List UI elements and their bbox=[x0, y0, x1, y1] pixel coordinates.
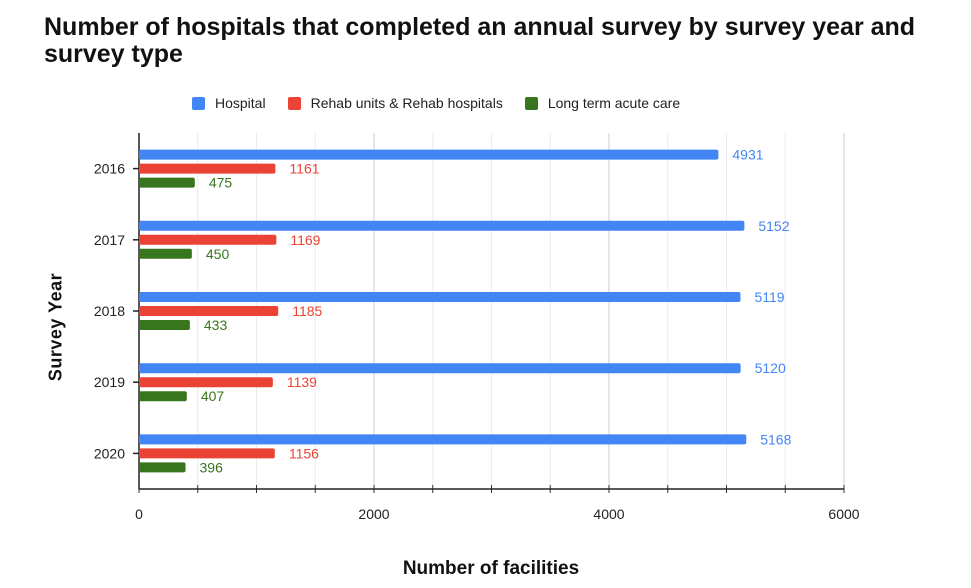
bar-long-term-acute-care bbox=[139, 320, 190, 330]
legend-label-hospital: Hospital bbox=[215, 95, 266, 111]
legend: Hospital Rehab units & Rehab hospitals L… bbox=[192, 93, 702, 113]
data-label: 5152 bbox=[758, 218, 789, 234]
data-label: 1169 bbox=[290, 232, 320, 248]
data-label: 4931 bbox=[732, 147, 763, 163]
legend-label-rehab: Rehab units & Rehab hospitals bbox=[310, 95, 503, 111]
legend-swatch-ltac bbox=[524, 96, 538, 110]
bar-hospital bbox=[139, 292, 741, 302]
bar-hospital bbox=[139, 434, 747, 445]
y-tick-label: 2016 bbox=[94, 161, 125, 177]
legend-item-hospital: Hospital bbox=[192, 95, 266, 111]
y-tick-label: 2018 bbox=[94, 303, 125, 319]
y-tick-label: 2017 bbox=[94, 232, 125, 248]
bar-rehab-units-rehab-hospitals bbox=[139, 306, 279, 316]
bar-long-term-acute-care bbox=[139, 248, 192, 259]
bar-long-term-acute-care bbox=[139, 177, 195, 188]
legend-swatch-rehab bbox=[287, 96, 301, 110]
bar-hospital bbox=[139, 220, 745, 231]
data-label: 5168 bbox=[760, 431, 791, 447]
x-axis-title: Number of facilities bbox=[402, 558, 580, 579]
data-label: 5120 bbox=[755, 360, 786, 376]
legend-item-rehab: Rehab units & Rehab hospitals bbox=[287, 95, 503, 111]
bar-rehab-units-rehab-hospitals bbox=[139, 377, 273, 388]
bar-rehab-units-rehab-hospitals bbox=[139, 448, 275, 459]
y-tick-label: 2020 bbox=[94, 445, 125, 461]
data-label: 1185 bbox=[292, 303, 322, 319]
bar-long-term-acute-care bbox=[139, 391, 187, 402]
x-tick-label: 4000 bbox=[593, 506, 624, 522]
data-label: 1139 bbox=[287, 374, 317, 390]
data-label: 450 bbox=[206, 246, 230, 262]
x-tick-label: 6000 bbox=[828, 506, 859, 522]
legend-item-ltac: Long term acute care bbox=[524, 95, 681, 111]
data-label: 475 bbox=[209, 175, 233, 191]
data-label: 407 bbox=[201, 388, 225, 404]
chart-title: Number of hospitals that completed an an… bbox=[44, 13, 916, 68]
data-label: 433 bbox=[204, 317, 228, 333]
x-tick-label: 2000 bbox=[358, 506, 389, 522]
bar-hospital bbox=[139, 149, 719, 160]
bar-rehab-units-rehab-hospitals bbox=[139, 163, 276, 174]
x-tick-label: 0 bbox=[135, 506, 143, 522]
data-label: 5119 bbox=[754, 289, 784, 305]
data-label: 1161 bbox=[289, 161, 319, 177]
y-tick-label: 2019 bbox=[94, 374, 125, 390]
legend-swatch-hospital bbox=[192, 96, 205, 110]
bar-rehab-units-rehab-hospitals bbox=[139, 234, 277, 245]
bar-hospital bbox=[139, 363, 741, 374]
data-label: 396 bbox=[200, 459, 224, 475]
legend-label-ltac: Long term acute care bbox=[547, 95, 681, 111]
data-label: 1156 bbox=[289, 445, 319, 461]
bar-long-term-acute-care bbox=[139, 462, 186, 473]
